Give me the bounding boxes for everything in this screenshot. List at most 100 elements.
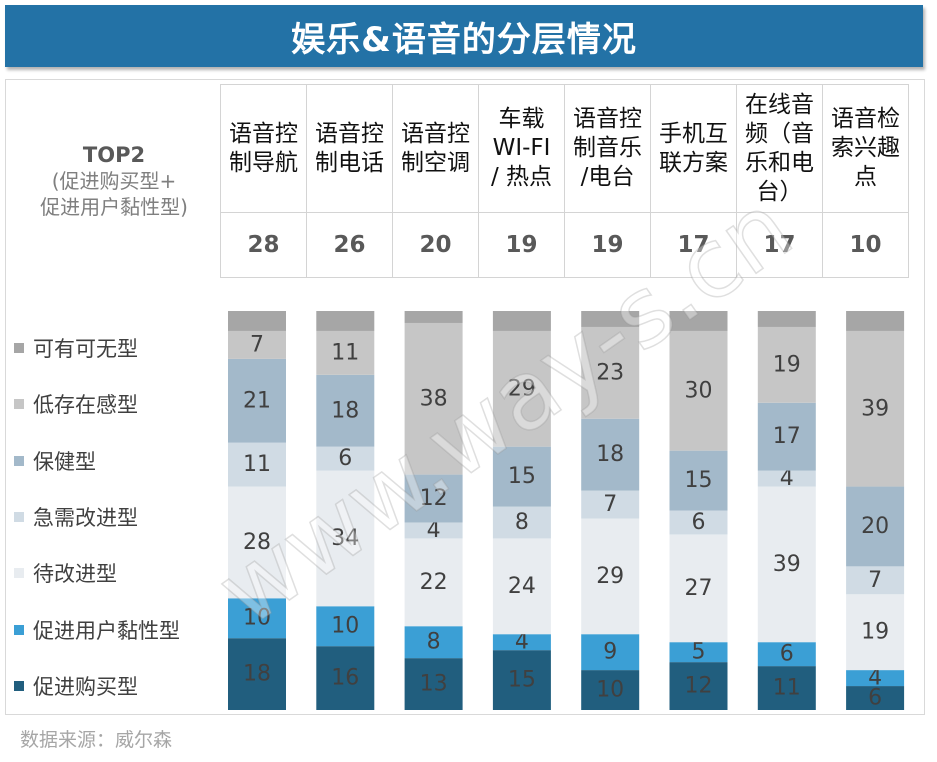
top2-value-cell: 28 bbox=[220, 212, 307, 278]
bar-segment bbox=[404, 322, 463, 475]
legend-item: 促进用户黏性型 bbox=[14, 616, 180, 644]
bar-value-label: 7 bbox=[868, 568, 882, 593]
column-header-label: /电台 bbox=[580, 164, 635, 190]
top2-note-line: 促进用户黏性型) bbox=[40, 195, 188, 219]
bar-value-label: 23 bbox=[596, 360, 624, 385]
bar-value-label: 9 bbox=[603, 640, 617, 665]
bar-stack: 12 5 27 6 15 30 bbox=[669, 311, 728, 710]
bar-value-label: 34 bbox=[331, 526, 359, 551]
legend-swatch bbox=[14, 624, 24, 635]
column-header-label: 制音乐 bbox=[573, 135, 642, 161]
bar-segment bbox=[757, 666, 816, 710]
column-header-label: 制导航 bbox=[229, 149, 298, 176]
bar-value-label: 27 bbox=[685, 576, 713, 601]
top2-value-cell: 19 bbox=[564, 212, 651, 278]
column-header-cell: 语音控 制空调 bbox=[392, 84, 479, 213]
bar-segment bbox=[846, 594, 905, 671]
legend-item: 低存在感型 bbox=[14, 390, 138, 418]
bar-segment bbox=[492, 506, 551, 539]
bar-value-label: 16 bbox=[331, 666, 359, 691]
top2-value: 20 bbox=[419, 232, 452, 258]
top2-value: 19 bbox=[591, 232, 624, 258]
bar-segment bbox=[228, 311, 286, 331]
column-header-label: 制电话 bbox=[315, 149, 384, 176]
top2-title: TOP2 bbox=[82, 143, 146, 167]
bar-segment bbox=[316, 374, 375, 447]
bar-value-label: 24 bbox=[508, 574, 536, 599]
column-header-label: 语音控 bbox=[315, 120, 384, 147]
legend-item: 促进购买型 bbox=[14, 672, 138, 700]
bar-value-label: 13 bbox=[420, 672, 448, 697]
bar-segment bbox=[492, 650, 551, 710]
bar-value-label: 11 bbox=[331, 340, 359, 365]
top2-note-line: (促进购买型+ bbox=[51, 169, 177, 193]
legend-label: 急需改进型 bbox=[33, 505, 138, 530]
legend-item: 保健型 bbox=[14, 447, 96, 475]
bar-value-label: 15 bbox=[508, 464, 536, 489]
bar-value-label: 4 bbox=[780, 466, 794, 491]
bar-segment bbox=[228, 486, 286, 599]
column-header-cell: 在线音 频（音 乐和电 台） bbox=[736, 84, 823, 213]
bar-value-label: 39 bbox=[773, 552, 801, 577]
bar-stack: 11 6 39 4 17 19 bbox=[757, 311, 816, 710]
bar-value-label: 12 bbox=[420, 486, 448, 511]
bar-stack: 13 8 22 4 12 38 bbox=[404, 311, 463, 710]
legend-label: 待改进型 bbox=[33, 562, 117, 587]
column-header-cell: 语音控 制电话 bbox=[306, 84, 393, 213]
bar-stack: 18 10 28 11 21 7 bbox=[228, 311, 286, 710]
bar-value-label: 18 bbox=[243, 662, 271, 687]
bar-value-label: 7 bbox=[603, 492, 617, 517]
legend-label: 保健型 bbox=[33, 449, 96, 474]
bar-segment bbox=[757, 402, 816, 471]
bar-segment bbox=[316, 470, 375, 607]
column-header-label: / 热点 bbox=[490, 164, 553, 190]
legend-swatch bbox=[14, 568, 24, 579]
bar-value-label: 20 bbox=[861, 514, 889, 539]
bar-segment bbox=[316, 311, 375, 331]
column-header-label: 台） bbox=[756, 178, 803, 205]
column-header-cell: 手机互 联方案 bbox=[650, 84, 737, 213]
bar-value-label: 4 bbox=[868, 666, 882, 691]
column-header-cell: 车载 WI-FI / 热点 bbox=[478, 84, 565, 213]
bar-segment bbox=[492, 446, 551, 507]
bar-segment bbox=[404, 522, 463, 539]
column-header-cell: 语音检 索兴趣点 bbox=[822, 84, 909, 213]
bar-segment bbox=[846, 686, 905, 710]
bar-segment bbox=[846, 330, 905, 487]
bar-stack: 10 9 29 7 18 23 bbox=[581, 311, 640, 710]
bar-segment bbox=[228, 638, 286, 710]
bar-segment bbox=[316, 330, 375, 375]
bar-segment bbox=[316, 446, 375, 471]
bar-value-label: 10 bbox=[331, 614, 359, 639]
bar-value-label: 15 bbox=[685, 468, 713, 493]
bar-value-label: 11 bbox=[773, 676, 801, 701]
bar-segment bbox=[581, 490, 640, 519]
bar-segment bbox=[581, 311, 640, 327]
bar-segment bbox=[316, 646, 375, 710]
bar-value-label: 19 bbox=[861, 620, 889, 645]
legend-swatch bbox=[14, 399, 24, 410]
bar-segment bbox=[846, 311, 905, 331]
bar-value-label: 30 bbox=[685, 378, 713, 403]
top2-value: 26 bbox=[333, 232, 366, 258]
bar-segment bbox=[669, 510, 728, 535]
legend-label: 低存在感型 bbox=[33, 393, 138, 418]
bar-segment bbox=[228, 442, 286, 487]
column-header-label: 语音检 bbox=[831, 106, 900, 132]
top2-value: 28 bbox=[247, 232, 280, 258]
bar-value-label: 6 bbox=[338, 446, 352, 471]
column-header-label: 语音控 bbox=[401, 120, 470, 147]
bar-segment bbox=[492, 330, 551, 447]
bar-segment bbox=[581, 518, 640, 635]
column-header-label: WI-FI bbox=[492, 135, 551, 161]
bar-value-label: 17 bbox=[773, 424, 801, 449]
top2-value: 19 bbox=[505, 232, 538, 258]
top2-value-cell: 17 bbox=[650, 212, 737, 278]
column-header-label: 制空调 bbox=[401, 149, 470, 176]
bar-value-label: 8 bbox=[515, 510, 529, 535]
bar-value-label: 19 bbox=[773, 352, 801, 377]
top2-value-cell: 19 bbox=[478, 212, 565, 278]
bar-value-label: 6 bbox=[692, 510, 706, 535]
bar-segment bbox=[404, 626, 463, 659]
top2-value: 10 bbox=[849, 232, 882, 258]
